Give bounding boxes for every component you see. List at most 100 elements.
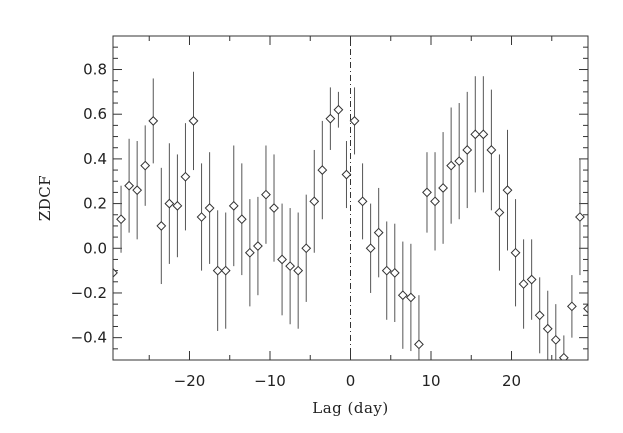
data-point xyxy=(566,275,577,338)
data-point xyxy=(220,212,231,329)
tick-labels: −20 −10 0 10 20 −0.4 −0.2 0.0 0.2 0.4 0.6 0.8 xyxy=(71,61,522,390)
diamond-marker xyxy=(301,243,312,254)
data-point xyxy=(212,210,223,331)
diamond-marker xyxy=(244,247,255,258)
data-point xyxy=(510,199,521,307)
y-tick-label: 0.2 xyxy=(83,195,107,213)
data-point xyxy=(124,138,135,233)
data-point xyxy=(309,149,320,253)
diamond-marker xyxy=(132,185,143,196)
diamond-marker xyxy=(583,303,588,314)
data-points xyxy=(113,71,588,360)
diamond-marker xyxy=(542,323,553,334)
diamond-marker xyxy=(172,200,183,211)
data-point xyxy=(462,91,473,209)
diamond-marker xyxy=(422,187,432,198)
data-point xyxy=(438,132,448,244)
diamond-marker xyxy=(373,227,384,238)
data-point xyxy=(414,295,424,360)
data-point xyxy=(261,145,271,244)
diamond-marker xyxy=(558,352,569,360)
diamond-marker xyxy=(357,196,368,207)
data-point xyxy=(333,91,344,128)
diamond-marker xyxy=(478,129,489,140)
data-point xyxy=(405,243,416,352)
data-point xyxy=(164,143,175,264)
data-point xyxy=(542,290,553,360)
diamond-marker xyxy=(365,243,376,254)
diamond-marker xyxy=(228,200,239,211)
data-point xyxy=(277,203,287,316)
diamond-marker xyxy=(212,265,223,276)
y-tick-label: −0.2 xyxy=(71,284,107,302)
data-point xyxy=(116,185,126,253)
plot-frame xyxy=(112,35,589,361)
data-point xyxy=(204,152,215,264)
diamond-marker xyxy=(518,279,529,289)
y-tick-label: 0.6 xyxy=(83,105,107,123)
diamond-marker xyxy=(486,145,497,155)
data-point xyxy=(349,87,360,155)
x-tick-label: −10 xyxy=(254,372,286,390)
data-point xyxy=(293,212,304,329)
data-point xyxy=(148,78,159,164)
x-tick-label: −20 xyxy=(174,372,206,390)
diamond-marker xyxy=(325,113,336,124)
y-axis-title: ZDCF xyxy=(36,175,54,221)
diamond-marker xyxy=(414,339,424,350)
diamond-marker xyxy=(494,207,505,218)
diamond-marker xyxy=(116,214,126,225)
diamond-marker xyxy=(140,160,151,171)
diamond-marker xyxy=(454,156,465,167)
y-tick-label: 0.8 xyxy=(83,61,107,79)
data-point xyxy=(534,277,545,354)
diamond-marker xyxy=(261,189,271,200)
diamond-marker xyxy=(341,169,352,180)
data-point xyxy=(550,304,561,360)
data-point xyxy=(526,239,537,320)
diamond-marker xyxy=(156,221,167,231)
data-point xyxy=(357,163,368,240)
data-point xyxy=(180,123,191,231)
data-point xyxy=(172,154,183,258)
data-point xyxy=(228,145,239,267)
data-point xyxy=(132,141,143,240)
x-tick-label: 0 xyxy=(346,372,356,390)
data-point xyxy=(502,129,513,251)
data-point xyxy=(269,154,279,262)
diamond-marker xyxy=(381,265,392,276)
data-point xyxy=(325,87,336,150)
diamond-marker xyxy=(269,203,279,213)
data-point xyxy=(381,221,392,320)
data-point xyxy=(196,163,207,271)
diamond-marker xyxy=(526,274,537,285)
diamond-marker xyxy=(236,214,247,225)
diamond-marker xyxy=(438,183,448,193)
data-point xyxy=(389,223,400,323)
data-point xyxy=(486,89,497,211)
diamond-marker xyxy=(164,198,175,209)
data-point xyxy=(236,163,247,276)
diamond-marker xyxy=(510,247,521,258)
diamond-marker xyxy=(405,292,416,303)
diamond-marker xyxy=(389,267,400,278)
diamond-marker xyxy=(148,116,159,126)
data-point xyxy=(140,125,151,206)
data-point xyxy=(244,199,255,307)
diamond-marker xyxy=(566,301,577,312)
diamond-marker xyxy=(349,116,360,126)
diamond-marker xyxy=(124,180,135,191)
data-point xyxy=(478,76,489,193)
data-point xyxy=(583,275,588,343)
diamond-marker xyxy=(430,196,440,207)
data-point xyxy=(446,107,457,224)
data-point xyxy=(341,141,352,209)
diamond-marker xyxy=(309,196,320,207)
diamond-marker xyxy=(277,254,287,265)
diamond-marker xyxy=(534,310,545,321)
data-point xyxy=(188,71,199,171)
data-point xyxy=(470,76,481,193)
diamond-marker xyxy=(333,104,344,115)
diamond-marker xyxy=(317,165,328,175)
diamond-marker xyxy=(446,160,457,171)
